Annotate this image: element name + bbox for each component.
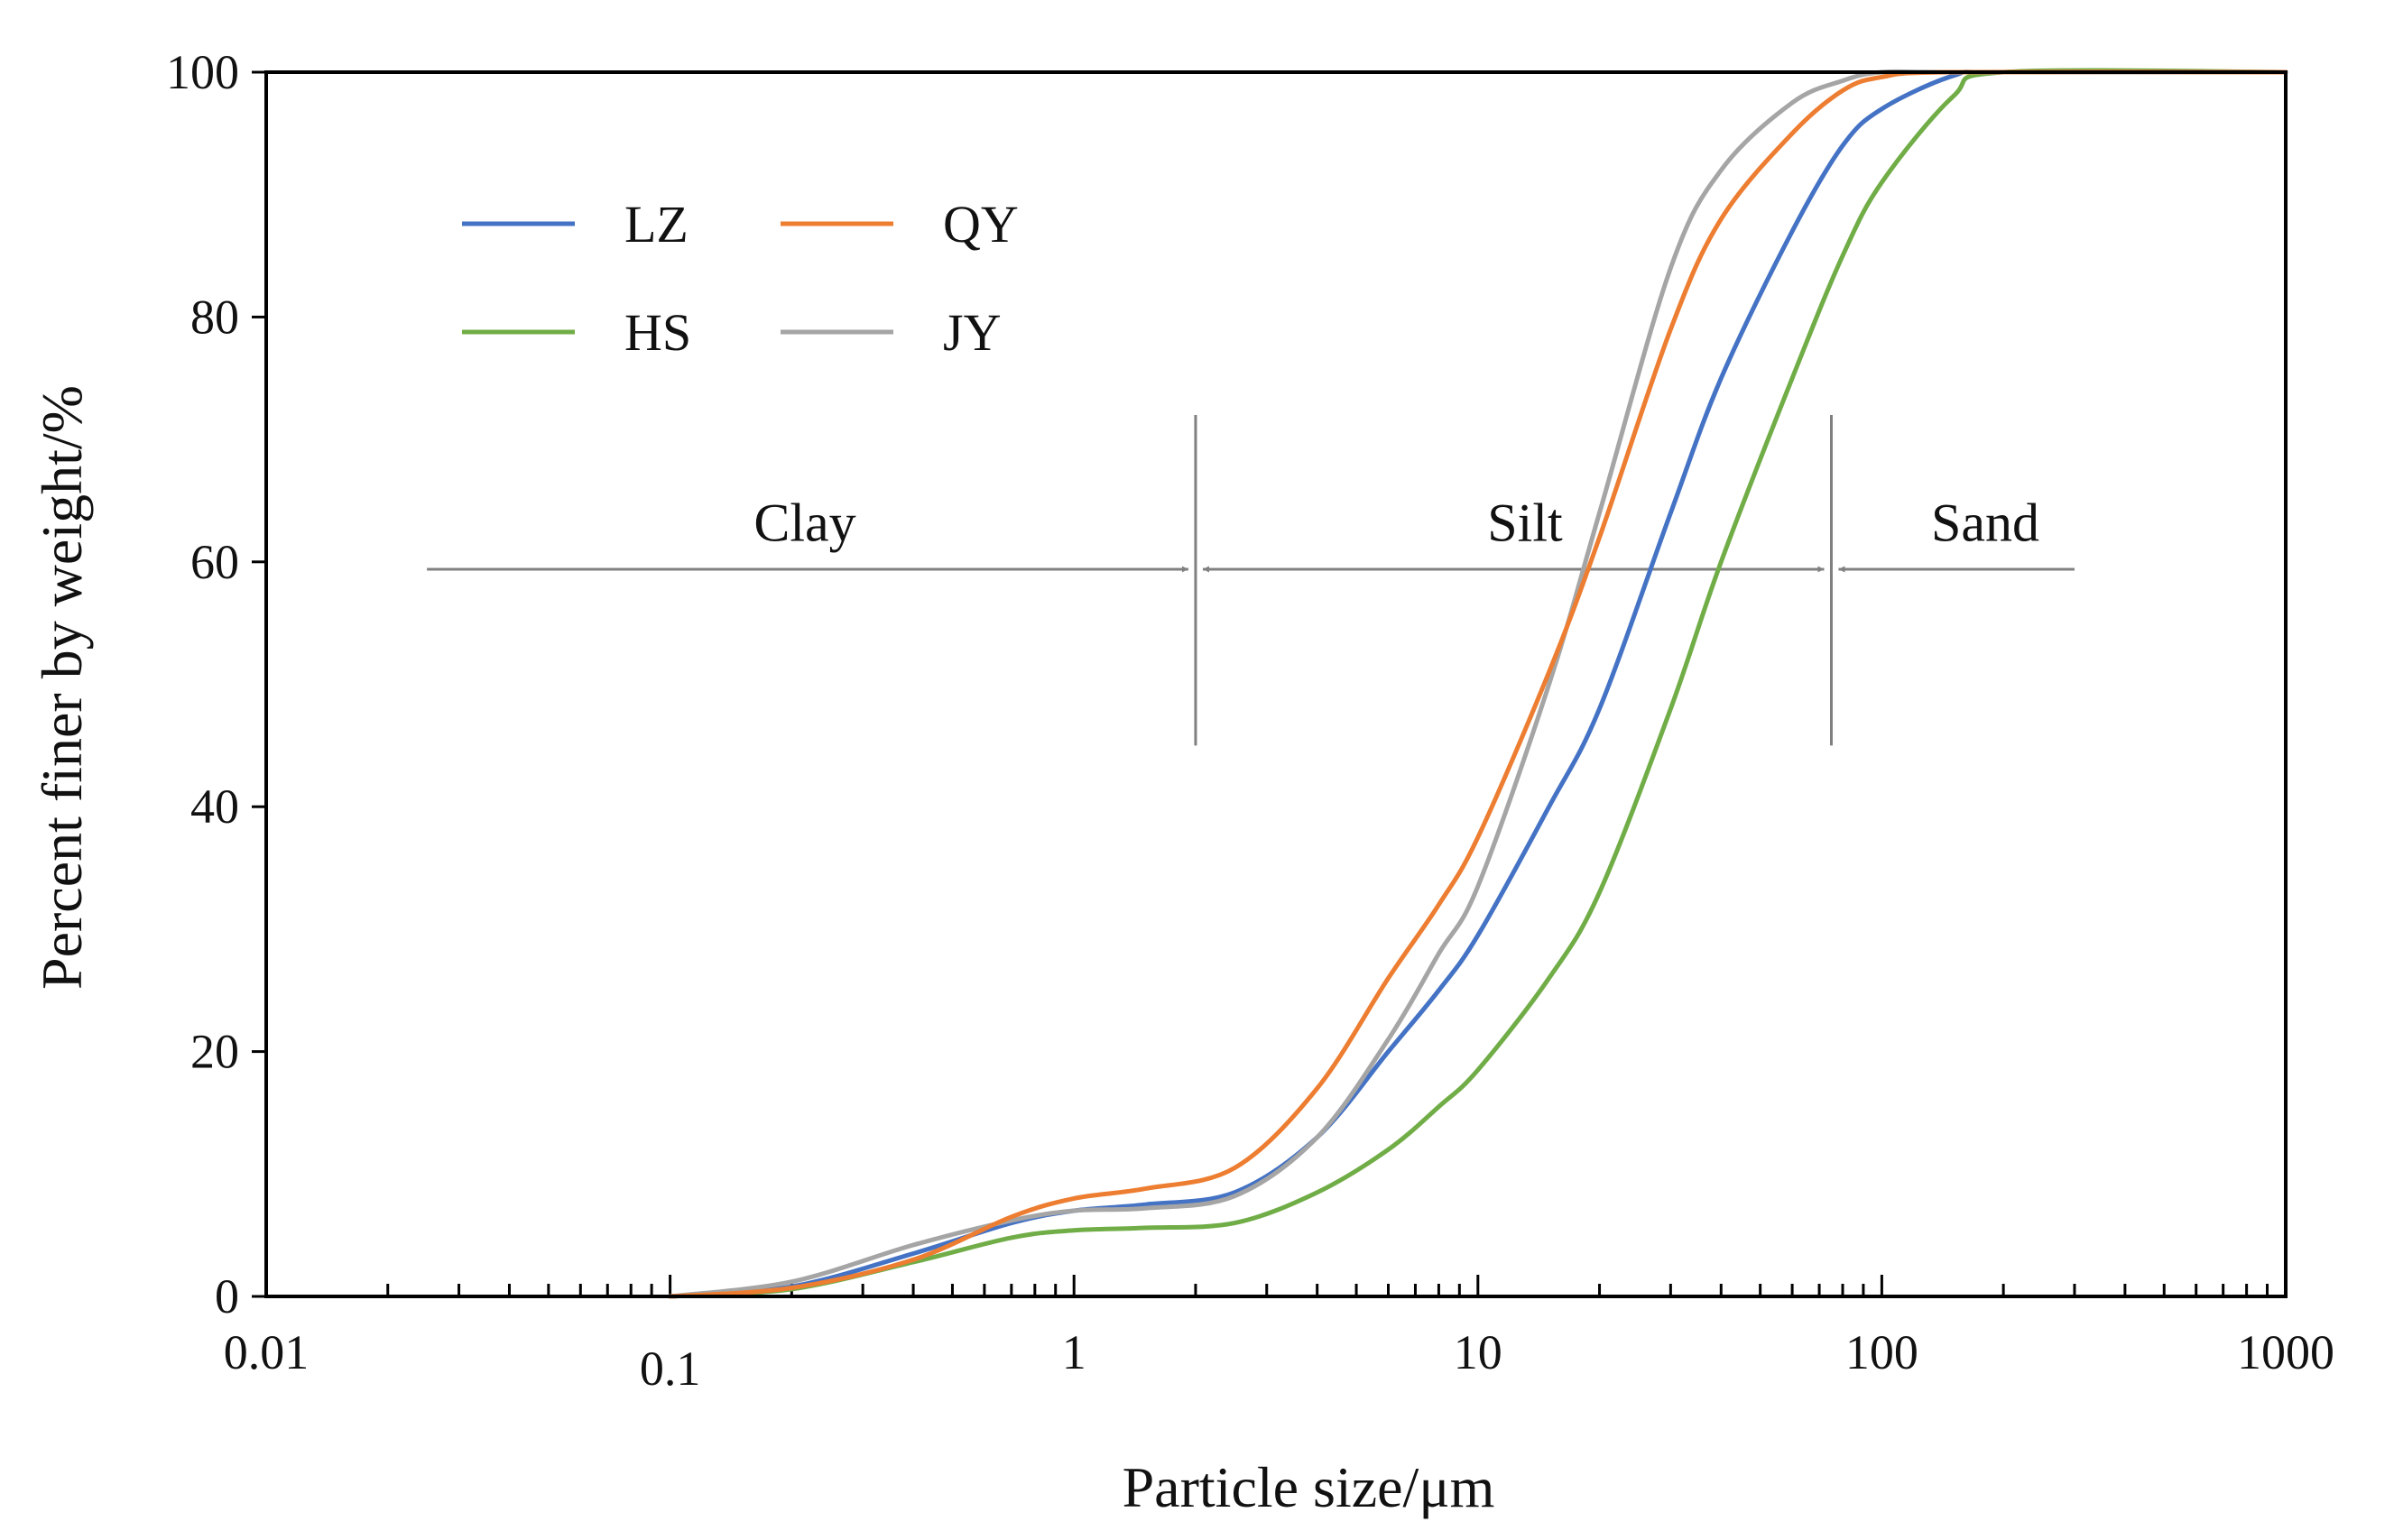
zone-label-sand: Sand [1931,493,2039,552]
legend-label-hs: HS [624,303,691,362]
zone-label-clay: Clay [753,493,855,552]
x-axis-title: Particle size/μm [1123,1455,1495,1519]
x-tick-label: 1 [1062,1325,1086,1379]
y-tick-label: 40 [190,779,239,834]
minor-ticks [252,70,2288,1298]
legend-label-lz: LZ [624,195,689,254]
y-tick-label: 100 [166,45,239,99]
plot-frame [264,70,2288,1298]
x-tick-label: 1000 [2237,1325,2334,1379]
series-line-qy [668,69,2288,1299]
legend: LZ QY HS JY [462,195,1019,362]
y-tick-label: 80 [190,290,239,344]
x-tick-label: 0.01 [224,1325,310,1379]
zone-label-silt: Silt [1487,493,1563,552]
y-axis-title: Percent finer by weight/% [30,385,94,990]
y-tick-label: 0 [215,1269,239,1323]
series-line-lz [668,69,2288,1299]
legend-label-qy: QY [943,195,1019,254]
series-line-hs [668,68,2288,1299]
y-tick-label: 20 [190,1025,239,1079]
legend-label-jy: JY [943,303,1001,362]
data-series [266,68,2288,1299]
series-line-jy [668,69,2288,1299]
x-tick-label: 10 [1454,1325,1502,1379]
x-tick-label: 100 [1845,1325,1918,1379]
grain-size-zones: Clay Silt Sand [427,414,2075,746]
x-tick-label: 0.1 [640,1342,701,1396]
axes: 0.01 0.1 1 10 100 1000 0 20 40 60 80 100 [166,45,2334,1396]
y-tick-label: 60 [190,535,239,589]
